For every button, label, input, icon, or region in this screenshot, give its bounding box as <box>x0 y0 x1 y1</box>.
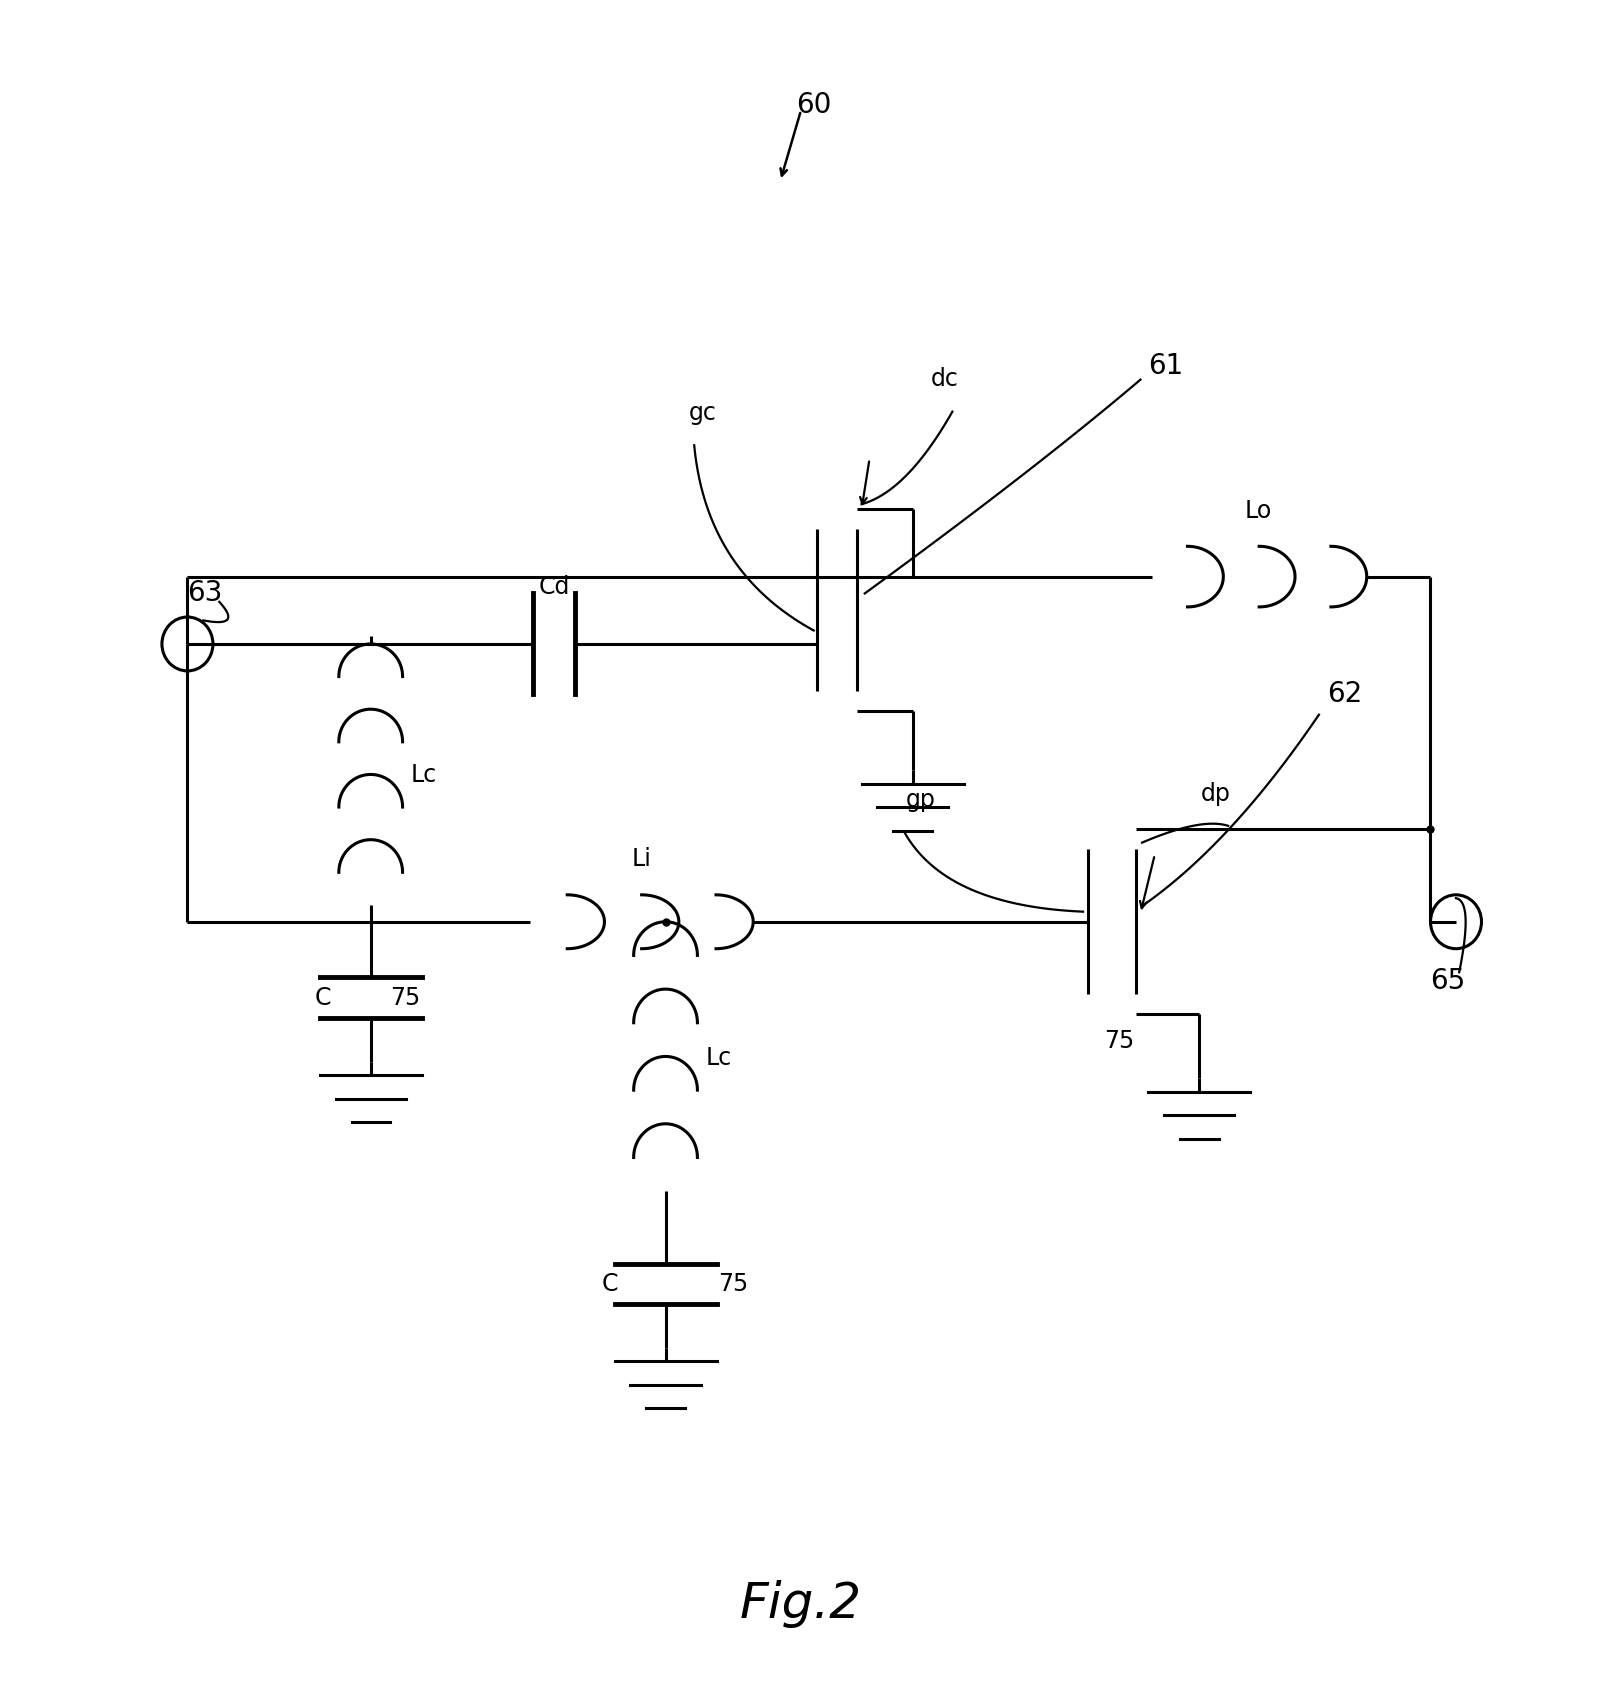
Text: C: C <box>601 1272 618 1296</box>
Text: 60: 60 <box>796 91 831 118</box>
Text: C: C <box>314 985 332 1010</box>
Text: Li: Li <box>631 848 652 871</box>
Text: gc: gc <box>689 401 716 425</box>
Text: dp: dp <box>1200 782 1230 805</box>
Text: Fig.2: Fig.2 <box>740 1580 862 1628</box>
Text: 65: 65 <box>1431 966 1466 995</box>
Text: Cd: Cd <box>538 575 570 599</box>
Text: Lc: Lc <box>410 763 437 787</box>
Text: Lc: Lc <box>705 1046 732 1069</box>
Text: 62: 62 <box>1326 680 1362 709</box>
Text: 63: 63 <box>187 579 223 607</box>
Text: 61: 61 <box>1149 352 1184 381</box>
Text: 75: 75 <box>718 1272 748 1296</box>
Text: gp: gp <box>905 788 936 812</box>
Text: 75: 75 <box>389 985 420 1010</box>
Text: Lo: Lo <box>1245 499 1272 523</box>
Text: dc: dc <box>931 367 958 391</box>
Text: 75: 75 <box>1104 1029 1134 1054</box>
